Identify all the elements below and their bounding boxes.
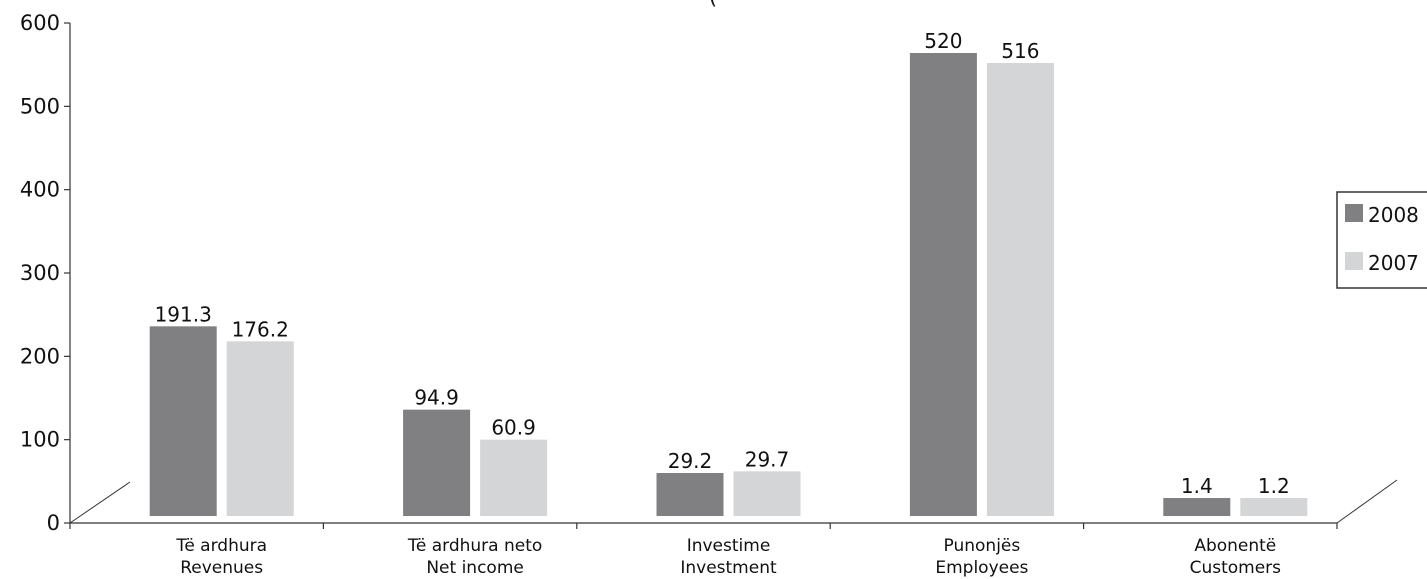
x-category-label: Customers <box>1190 558 1282 578</box>
x-category-label: Investment <box>680 558 777 578</box>
chart-legend: 2008 2007 <box>1336 191 1427 289</box>
legend-label: 2007 <box>1368 251 1419 275</box>
data-label: 94.9 <box>414 386 459 410</box>
x-category-label: Të ardhura <box>175 536 267 556</box>
bar-2007-3 <box>986 63 1054 516</box>
data-label: 29.2 <box>668 449 713 473</box>
data-label: 520 <box>924 29 962 53</box>
data-label: 1.2 <box>1258 474 1290 498</box>
chart-data-labels: 191.3 176.2 94.9 60.9 29.2 29.7 520 516 1.4 1.2 <box>155 29 1290 498</box>
y-tick-label: 300 <box>20 261 60 285</box>
data-label: 1.4 <box>1181 474 1213 498</box>
floor-right-edge <box>1336 479 1398 524</box>
y-tick-label: 600 <box>20 11 60 35</box>
bar-2008-2 <box>656 473 724 516</box>
bar-2007-4 <box>1240 498 1308 516</box>
chart-title-fragment: ( <box>709 0 717 9</box>
x-category-label: Employees <box>935 558 1028 578</box>
y-tick-label: 0 <box>47 511 60 535</box>
x-category-label: Abonentë <box>1194 536 1276 556</box>
legend-label: 2008 <box>1368 203 1419 227</box>
data-label: 191.3 <box>155 302 212 326</box>
bar-2008-4 <box>1163 498 1231 516</box>
bar-2007-1 <box>480 439 548 516</box>
y-tick-label: 500 <box>20 94 60 118</box>
floor-left-edge <box>69 481 131 524</box>
x-category-label: Investime <box>687 536 771 556</box>
legend-swatch-2007 <box>1345 252 1363 270</box>
chart-bars <box>149 53 1308 516</box>
data-label: 176.2 <box>232 317 289 341</box>
legend-swatch-2008 <box>1345 204 1363 222</box>
bar-2007-2 <box>733 471 801 516</box>
x-category-label: Revenues <box>180 558 263 578</box>
bar-2008-3 <box>909 53 977 516</box>
bar-2008-0 <box>149 326 217 516</box>
data-label: 60.9 <box>491 416 536 440</box>
y-tick-label: 100 <box>20 428 60 452</box>
data-label: 516 <box>1001 39 1039 63</box>
y-tick-label: 200 <box>20 344 60 368</box>
bar-2008-1 <box>403 409 471 516</box>
bar-2007-0 <box>226 341 294 516</box>
y-tick-label: 400 <box>20 178 60 202</box>
x-category-label: Net income <box>426 558 524 578</box>
x-category-label: Punonjës <box>944 536 1021 556</box>
x-category-label: Të ardhura neto <box>407 536 542 556</box>
data-label: 29.7 <box>745 447 790 471</box>
